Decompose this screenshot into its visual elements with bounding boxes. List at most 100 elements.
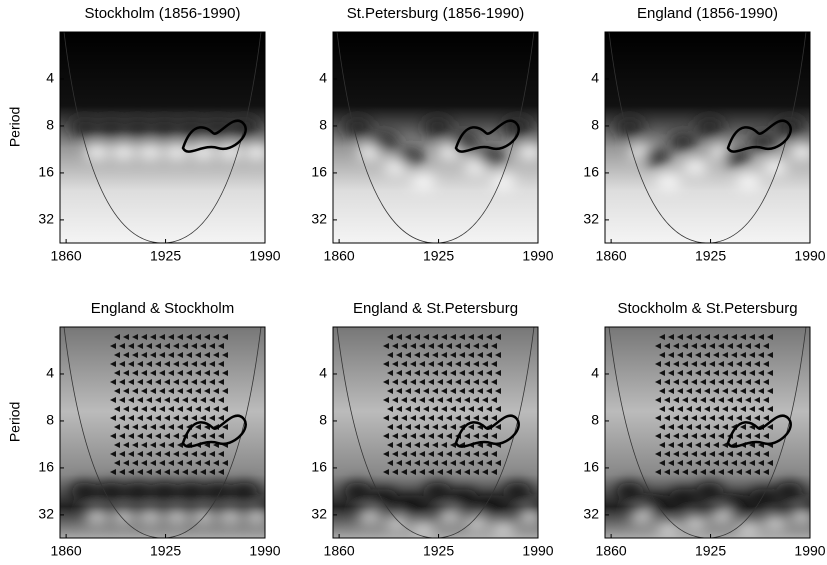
phase-arrow — [691, 469, 697, 475]
phase-arrow — [173, 397, 179, 403]
phase-arrow — [682, 361, 688, 367]
phase-arrow — [132, 370, 138, 376]
phase-arrow — [128, 469, 134, 475]
phase-arrow — [727, 469, 733, 475]
phase-arrow — [491, 397, 497, 403]
heatmap-blob — [384, 516, 409, 531]
phase-arrow — [123, 424, 129, 430]
phase-arrow — [150, 424, 156, 430]
phase-arrow — [213, 370, 219, 376]
heatmap-blob — [683, 160, 708, 175]
phase-arrow — [410, 433, 416, 439]
phase-arrow — [767, 370, 773, 376]
heatmap-blob — [775, 482, 804, 501]
phase-arrow — [459, 370, 465, 376]
phase-arrow — [704, 388, 710, 394]
significance-contour — [454, 119, 520, 153]
heatmap-blob — [615, 117, 644, 136]
phase-arrow — [396, 334, 402, 340]
phase-arrow — [495, 352, 501, 358]
phase-arrow — [455, 343, 461, 349]
heatmap-blob — [411, 522, 436, 537]
plot-frame — [604, 326, 811, 539]
phase-arrow — [191, 397, 197, 403]
phase-arrow — [473, 379, 479, 385]
phase-arrow — [177, 406, 183, 412]
phase-arrow — [387, 352, 393, 358]
phase-arrow — [495, 406, 501, 412]
phase-arrow — [686, 388, 692, 394]
x-tick-label: 1990 — [249, 248, 280, 264]
phase-arrow — [722, 460, 728, 466]
phase-arrow — [173, 451, 179, 457]
phase-arrow — [731, 388, 737, 394]
phase-arrow — [159, 424, 165, 430]
phase-arrow — [222, 424, 228, 430]
phase-arrow — [387, 388, 393, 394]
phase-arrow — [405, 460, 411, 466]
phase-arrow — [740, 370, 746, 376]
heatmap-blob — [517, 509, 538, 524]
phase-arrow — [123, 460, 129, 466]
phase-arrow — [677, 424, 683, 430]
phase-arrow — [150, 388, 156, 394]
heatmap-blob — [517, 145, 538, 160]
phase-arrow — [722, 424, 728, 430]
phase-arrow — [401, 415, 407, 421]
heatmap-blob — [503, 482, 532, 501]
phase-arrow — [468, 352, 474, 358]
phase-arrow — [700, 451, 706, 457]
heatmap-blob — [736, 522, 761, 537]
phase-arrow — [446, 415, 452, 421]
phase-arrow — [200, 397, 206, 403]
x-tick-label: 1925 — [695, 248, 726, 264]
phase-arrow — [709, 433, 715, 439]
phase-arrow — [209, 397, 215, 403]
significance-contour — [181, 119, 247, 153]
phase-arrow — [218, 415, 224, 421]
phase-arrow — [749, 460, 755, 466]
phase-arrow — [150, 352, 156, 358]
phase-arrow — [682, 343, 688, 349]
phase-arrow — [191, 343, 197, 349]
phase-arrow — [464, 343, 470, 349]
phase-arrow — [191, 451, 197, 457]
phase-arrow — [446, 451, 452, 457]
phase-arrow — [423, 460, 429, 466]
phase-arrow — [164, 469, 170, 475]
phase-arrow — [682, 433, 688, 439]
phase-arrow — [740, 388, 746, 394]
phase-arrow — [473, 451, 479, 457]
phase-arrow — [159, 388, 165, 394]
phase-arrow — [177, 442, 183, 448]
phase-arrow — [155, 451, 161, 457]
phase-arrow — [727, 361, 733, 367]
phase-arrow — [673, 433, 679, 439]
phase-arrow — [664, 397, 670, 403]
phase-arrow — [410, 397, 416, 403]
phase-arrow — [119, 433, 125, 439]
phase-arrow — [486, 388, 492, 394]
phase-arrow — [682, 379, 688, 385]
phase-arrow — [745, 469, 751, 475]
phase-arrow — [745, 379, 751, 385]
phase-arrow — [410, 379, 416, 385]
phase-arrow — [700, 361, 706, 367]
phase-arrow — [691, 343, 697, 349]
phase-arrow — [405, 388, 411, 394]
y-tick-label: 8 — [46, 117, 54, 133]
plot-frame — [332, 31, 539, 244]
phase-arrow — [668, 460, 674, 466]
phase-arrow — [740, 424, 746, 430]
phase-arrow — [428, 433, 434, 439]
phase-arrow — [137, 343, 143, 349]
phase-arrow — [767, 388, 773, 394]
phase-arrow — [727, 451, 733, 457]
heatmap-blobs — [343, 117, 538, 189]
phase-arrow — [704, 352, 710, 358]
phase-arrow — [455, 397, 461, 403]
phase-arrow — [182, 415, 188, 421]
phase-arrow — [713, 406, 719, 412]
phase-arrow — [401, 433, 407, 439]
phase-arrow — [491, 415, 497, 421]
